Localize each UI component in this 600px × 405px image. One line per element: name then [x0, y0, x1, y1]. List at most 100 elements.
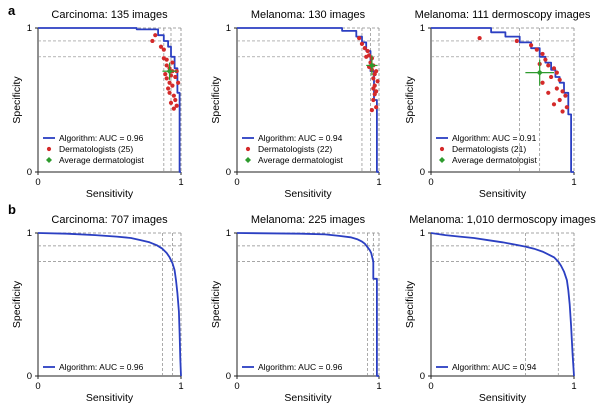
dermatologist-point [563, 93, 568, 98]
average-dermatologist-marker [368, 62, 375, 69]
dermatologist-point [371, 86, 376, 91]
y-tick-label: 1 [420, 228, 425, 239]
dermatologist-point [554, 86, 559, 91]
y-tick-label: 0 [27, 371, 32, 382]
chart-title: Melanoma: 111 dermoscopy images [415, 9, 591, 21]
dermatologist-point [540, 80, 545, 85]
y-tick-label: 0 [27, 167, 32, 178]
dermatologist-point [153, 33, 158, 38]
dermatologist-point [164, 76, 169, 81]
y-axis-label: Specificity [404, 280, 416, 328]
legend-diamond-icon [245, 157, 251, 163]
x-tick-label: 0 [35, 381, 40, 392]
legend-algorithm: Algorithm: AUC = 0.96 [59, 133, 144, 143]
x-tick-label: 1 [376, 381, 381, 392]
x-axis-label: Sensitivity [86, 188, 134, 200]
legend-algorithm: Algorithm: AUC = 0.94 [452, 362, 537, 372]
legend-dot-icon [245, 146, 251, 152]
chart-title: Carcinoma: 707 images [51, 214, 168, 226]
chart-title: Melanoma: 225 images [251, 214, 366, 226]
dermatologist-point [371, 97, 376, 103]
dermatologist-point [357, 35, 362, 41]
dermatologist-point [557, 97, 562, 103]
y-axis-label: Specificity [210, 76, 222, 124]
chart-panel-5: Melanoma: 225 images 0 1 0 1 Sensitivity Speci… [210, 214, 382, 404]
y-axis-label: Specificity [404, 76, 416, 124]
y-tick-label: 0 [420, 371, 425, 382]
roc-curve [431, 27, 574, 173]
x-tick-label: 0 [428, 177, 433, 188]
x-tick-label: 1 [571, 177, 576, 188]
dermatologist-point [560, 109, 565, 114]
x-tick-label: 0 [35, 177, 40, 188]
chart-panel-3: Melanoma: 111 dermoscopy images 0 1 0 1 Sensi… [404, 9, 591, 200]
dermatologist-point [529, 43, 534, 48]
x-axis-label: Sensitivity [86, 392, 134, 404]
roc-curve [236, 232, 379, 377]
legend-dermatologists: Dermatologists (21) [452, 144, 526, 154]
dermatologist-point [167, 90, 172, 95]
legend-diamond-icon [46, 157, 52, 163]
dermatologist-point [359, 41, 365, 46]
dermatologist-point [534, 47, 539, 52]
dermatologist-point [564, 105, 569, 110]
y-tick-label: 1 [27, 23, 32, 34]
chart-panel-6: Melanoma: 1,010 dermoscopy images 0 1 0 1 Sen… [404, 214, 596, 404]
dermatologist-point [164, 57, 169, 62]
dermatologist-point [173, 74, 178, 80]
average-dermatologist-marker [166, 68, 173, 75]
legend-algorithm: Algorithm: AUC = 0.96 [59, 362, 144, 372]
chart-title: Melanoma: 130 images [251, 9, 366, 21]
dermatologist-point [364, 54, 369, 59]
dermatologist-point [173, 97, 178, 103]
x-axis-label: Sensitivity [284, 392, 332, 404]
dermatologist-point [168, 100, 174, 105]
x-axis-label: Sensitivity [479, 188, 527, 200]
dermatologist-point [174, 103, 179, 108]
dermatologist-point [167, 80, 172, 85]
dermatologist-point [150, 38, 155, 44]
dermatologist-point [554, 70, 559, 75]
dermatologist-point [365, 48, 370, 54]
dermatologist-point [171, 106, 176, 111]
chart-panel-2: Melanoma: 130 images 0 1 0 1 Sensitivity Speci… [210, 9, 382, 200]
legend-dot-icon [46, 146, 52, 152]
dermatologist-point [171, 93, 176, 98]
x-axis-label: Sensitivity [479, 392, 527, 404]
chart-title: Melanoma: 1,010 dermoscopy images [409, 214, 596, 226]
legend-average: Average dermatologist [59, 155, 145, 165]
dermatologist-point [170, 83, 175, 88]
dermatologist-point [164, 63, 169, 68]
x-tick-label: 0 [428, 381, 433, 392]
x-tick-label: 1 [571, 381, 576, 392]
roc-curve [38, 27, 181, 173]
dermatologist-point [374, 105, 379, 110]
dermatologist-point [170, 60, 175, 65]
dermatologist-point [560, 89, 565, 94]
legend-average: Average dermatologist [258, 155, 344, 165]
x-tick-label: 1 [178, 177, 183, 188]
y-axis-label: Specificity [11, 280, 23, 328]
dermatologist-point [546, 90, 551, 95]
dermatologist-point [557, 77, 562, 82]
legend-dermatologists: Dermatologists (22) [258, 144, 332, 154]
dermatologist-point [372, 92, 377, 97]
dermatologist-point [362, 46, 367, 51]
legend-algorithm: Algorithm: AUC = 0.96 [258, 362, 343, 372]
dermatologist-point [371, 76, 376, 81]
dermatologist-point [477, 35, 482, 41]
y-tick-label: 1 [420, 23, 425, 34]
dermatologist-point [551, 66, 557, 71]
chart-panel-1: Carcinoma: 135 images 0 1 0 1 Sensitivity Spec… [11, 9, 184, 200]
chart-panel-4: Carcinoma: 707 images 0 1 0 1 Sensitivity Spec… [11, 214, 184, 404]
dermatologist-point [540, 51, 545, 57]
y-tick-label: 1 [226, 23, 231, 34]
x-tick-label: 0 [234, 177, 239, 188]
legend-algorithm: Algorithm: AUC = 0.91 [452, 133, 537, 143]
average-dermatologist-marker [536, 69, 543, 76]
panel-letter-a: a [8, 3, 16, 18]
dermatologist-point [161, 47, 166, 52]
legend-dot-icon [439, 146, 445, 152]
dermatologist-point [176, 80, 181, 85]
